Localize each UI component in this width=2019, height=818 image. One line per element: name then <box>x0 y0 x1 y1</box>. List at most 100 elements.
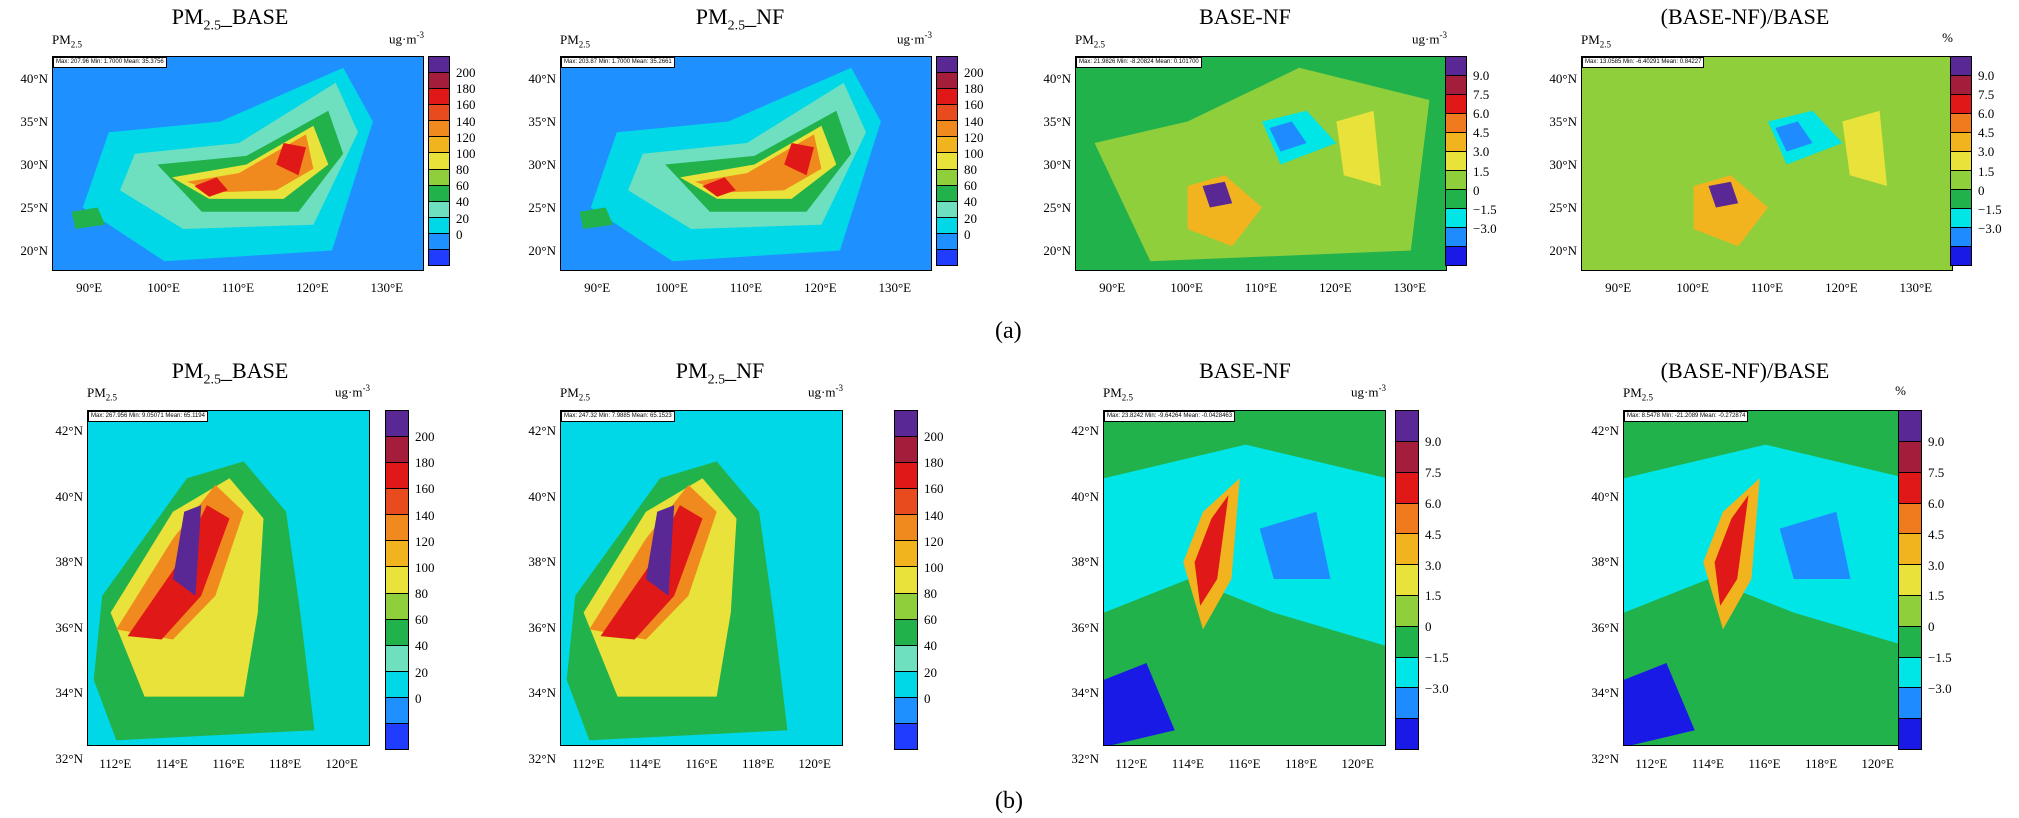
color-bar <box>428 56 450 266</box>
variable-label-main: PM <box>560 385 579 400</box>
x-tick-label: 120°E <box>296 280 329 295</box>
panel-title: BASE-NF <box>1095 4 1395 30</box>
x-tick-label: 100°E <box>147 280 180 295</box>
x-tick-label: 116°E <box>212 756 245 771</box>
y-tick-label: 38°N <box>1071 554 1099 570</box>
color-bar-bin <box>1446 94 1466 113</box>
contour-region <box>1842 110 1887 186</box>
color-bar-bin <box>895 696 917 723</box>
y-tick-label: 25°N <box>1549 199 1577 215</box>
color-bar-tick-label: 180 <box>456 81 476 97</box>
color-bar-bin <box>1396 687 1418 719</box>
color-bar-tick-label: 3.0 <box>1928 557 1945 573</box>
color-bar-tick-label: 120 <box>456 129 476 145</box>
color-bar-bin <box>1446 170 1466 189</box>
panel-title-sub: 2.5 <box>727 18 746 34</box>
color-bar-bin <box>937 104 957 121</box>
color-bar-tick-label: 6.0 <box>1473 106 1490 122</box>
color-bar-bin <box>937 88 957 105</box>
color-bar-bin <box>937 216 957 233</box>
y-tick-label: 32°N <box>55 750 83 766</box>
contour-region <box>702 177 736 197</box>
color-bar-bin <box>1446 189 1466 208</box>
x-tick-label: 118°E <box>1805 756 1838 771</box>
variable-label-sub: 2.5 <box>1599 39 1612 50</box>
color-bar-bin <box>937 152 957 169</box>
color-bar-tick-label: −3.0 <box>1978 220 2002 236</box>
x-tick-label: 120°E <box>798 756 831 771</box>
color-bar-bin <box>1396 564 1418 595</box>
color-bar-bin <box>895 436 917 463</box>
map-field: Max: 207.96 Min: 1.7000 Mean: 35.3756 <box>52 56 424 271</box>
color-bar-tick-label: 40 <box>964 194 977 210</box>
color-bar-bin <box>1899 502 1921 534</box>
color-bar-bin <box>895 592 917 619</box>
map-field-svg <box>1600 67 1936 262</box>
color-bar-bin <box>429 104 449 121</box>
color-bar-bin <box>895 488 917 515</box>
y-tick-label: 42°N <box>528 423 556 439</box>
unit-label: ug·m-3 <box>852 30 932 47</box>
x-tick-label: 110°E <box>1244 280 1278 295</box>
contour-region <box>1269 121 1307 152</box>
color-bar-tick-label: 140 <box>964 113 984 129</box>
variable-label-sub: 2.5 <box>578 392 591 403</box>
color-bar-bin <box>1951 94 1971 113</box>
map-field-svg <box>1624 444 1905 745</box>
color-bar-bin <box>937 56 957 73</box>
color-bar-bin <box>895 410 917 437</box>
color-bar-tick-label: 20 <box>924 664 937 680</box>
color-bar-tick-label: 60 <box>964 178 977 194</box>
color-bar-bin <box>1951 151 1971 170</box>
panel-title-main: PM <box>171 4 204 29</box>
color-bar-bin <box>937 200 957 217</box>
color-bar-bin <box>429 72 449 89</box>
color-bar-bin <box>1446 132 1466 151</box>
color-bar-bin <box>937 136 957 153</box>
color-bar-bin <box>386 618 408 645</box>
variable-label-sub: 2.5 <box>1093 39 1106 50</box>
map-field: Max: 203.87 Min: 1.7000 Mean: 35.2661 <box>560 56 932 271</box>
panel-title-suffix: _BASE <box>221 4 289 29</box>
color-bar-tick-label: 200 <box>456 65 476 81</box>
color-bar-bin <box>1899 687 1921 719</box>
y-tick-label: 20°N <box>1043 242 1071 258</box>
color-bar-tick-label: 120 <box>415 533 435 549</box>
variable-label: PM2.5 <box>1623 385 1653 403</box>
color-bar-tick-label: 0 <box>964 226 971 242</box>
color-bar-bin <box>895 540 917 567</box>
color-bar-tick-label: 6.0 <box>1928 495 1945 511</box>
color-bar-tick-label: 80 <box>924 586 937 602</box>
color-bar-bin <box>1951 75 1971 94</box>
color-bar-tick-label: 3.0 <box>1473 144 1490 160</box>
contour-region <box>71 207 106 229</box>
y-tick-label: 34°N <box>1071 685 1099 701</box>
unit-label-sup: -3 <box>1439 30 1448 40</box>
x-tick-label: 90°E <box>1605 280 1632 295</box>
color-bar-bin <box>1899 411 1921 441</box>
color-bar-bin <box>895 462 917 489</box>
unit-label: ug·m-3 <box>1367 30 1447 47</box>
color-bar-tick-label: 140 <box>415 507 435 523</box>
color-bar-tick-label: 7.5 <box>1978 87 1995 103</box>
color-bar <box>894 410 918 750</box>
color-bar-tick-label: 100 <box>456 145 476 161</box>
y-tick-label: 25°N <box>20 199 48 215</box>
x-tick-label: 118°E <box>269 756 302 771</box>
x-tick-label: 100°E <box>1676 280 1709 295</box>
color-bar-bin <box>1951 132 1971 151</box>
color-bar-bin <box>386 514 408 541</box>
color-bar-bin <box>1396 502 1418 534</box>
color-bar-tick-label: 0 <box>1928 619 1935 635</box>
unit-label-sup: -3 <box>835 383 844 393</box>
x-tick-label: 120°E <box>1825 280 1858 295</box>
y-tick-label: 38°N <box>528 554 556 570</box>
color-bar-tick-label: 160 <box>924 481 944 497</box>
y-tick-label: 32°N <box>1591 750 1619 766</box>
unit-label-main: ug·m <box>808 384 836 400</box>
color-bar-bin <box>1396 471 1418 503</box>
unit-label-main: ug·m <box>335 384 363 400</box>
color-bar-bin <box>1899 440 1921 472</box>
x-tick-label: 100°E <box>655 280 688 295</box>
y-tick-label: 40°N <box>1043 70 1071 86</box>
